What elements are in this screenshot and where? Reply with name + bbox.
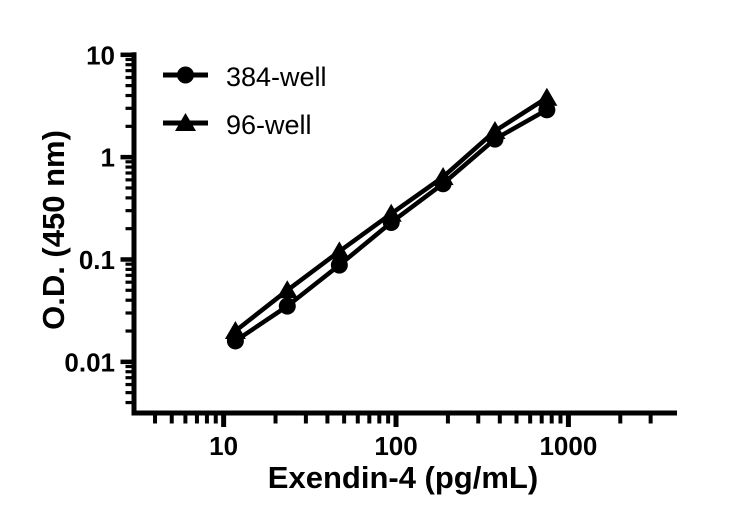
y-axis-title: O.D. (450 nm) [36, 130, 71, 330]
y-tick-label: 0.1 [79, 245, 115, 275]
x-tick-label: 10 [209, 431, 238, 461]
series-marker-96-well [380, 203, 402, 222]
series-marker-384-well [330, 256, 348, 274]
series-marker-96-well [276, 280, 298, 299]
y-tick-label: 1 [101, 143, 115, 173]
y-tick-label: 0.01 [64, 347, 115, 377]
series-marker-96-well [432, 166, 454, 185]
x-axis-title: Exendin-4 (pg/mL) [268, 460, 538, 495]
legend-label-384-well: 384-well [226, 62, 327, 92]
axis-frame [131, 52, 677, 416]
series-marker-384-well [278, 297, 296, 315]
series-marker-96-well [536, 87, 558, 106]
x-tick-label: 1000 [539, 431, 597, 461]
y-tick-label: 10 [86, 40, 115, 70]
series-marker-96-well [484, 121, 506, 140]
legend-circle-icon [177, 66, 194, 84]
series-marker-96-well [328, 241, 350, 260]
legend-label-96-well: 96-well [226, 110, 312, 140]
legend-triangle-icon [175, 113, 196, 131]
x-tick-label: 100 [374, 431, 417, 461]
series-marker-96-well [224, 321, 246, 340]
